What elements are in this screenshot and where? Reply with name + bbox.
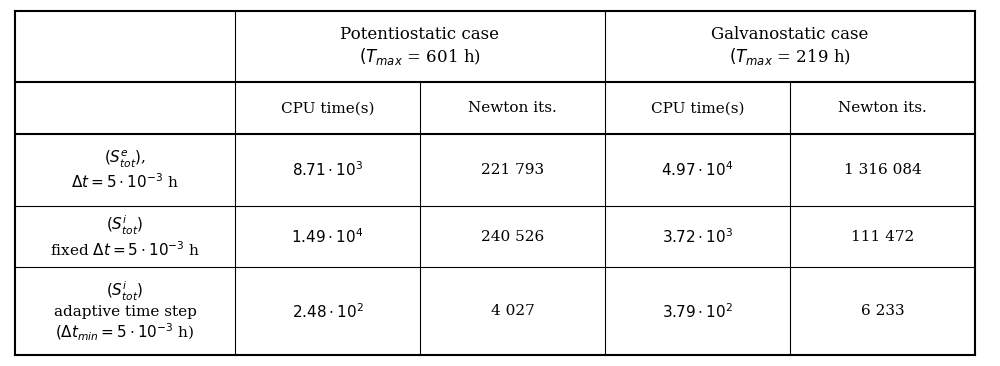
Text: $2.48 \cdot 10^2$: $2.48 \cdot 10^2$: [292, 302, 363, 321]
Text: CPU time(s): CPU time(s): [281, 101, 374, 115]
Text: $8.71 \cdot 10^3$: $8.71 \cdot 10^3$: [292, 161, 363, 179]
Text: Newton its.: Newton its.: [468, 101, 557, 115]
Text: $4.97 \cdot 10^4$: $4.97 \cdot 10^4$: [661, 161, 734, 179]
Text: $3.72 \cdot 10^3$: $3.72 \cdot 10^3$: [662, 227, 733, 246]
Text: 1 316 084: 1 316 084: [844, 163, 921, 177]
Text: $(S^i_{tot})$
fixed $\Delta t = 5 \cdot 10^{-3}$ h: $(S^i_{tot})$ fixed $\Delta t = 5 \cdot …: [50, 214, 200, 259]
Text: $(S^i_{tot})$
adaptive time step
$(\Delta t_{min} = 5 \cdot 10^{-3}$ h): $(S^i_{tot})$ adaptive time step $(\Delt…: [54, 279, 196, 343]
Text: 111 472: 111 472: [851, 229, 914, 243]
Text: Potentiostatic case
$(T_{max}$ = 601 h): Potentiostatic case $(T_{max}$ = 601 h): [340, 26, 500, 67]
Text: CPU time(s): CPU time(s): [651, 101, 744, 115]
Text: 221 793: 221 793: [481, 163, 544, 177]
Text: 6 233: 6 233: [861, 304, 904, 318]
Text: $(S^e_{tot})$,
$\Delta t = 5 \cdot 10^{-3}$ h: $(S^e_{tot})$, $\Delta t = 5 \cdot 10^{-…: [71, 149, 179, 191]
Text: Newton its.: Newton its.: [838, 101, 927, 115]
Text: 240 526: 240 526: [481, 229, 544, 243]
Text: 4 027: 4 027: [491, 304, 534, 318]
Text: Galvanostatic case
$(T_{max}$ = 219 h): Galvanostatic case $(T_{max}$ = 219 h): [711, 26, 869, 67]
Text: $3.79 \cdot 10^2$: $3.79 \cdot 10^2$: [662, 302, 733, 321]
Text: $1.49 \cdot 10^4$: $1.49 \cdot 10^4$: [291, 227, 364, 246]
